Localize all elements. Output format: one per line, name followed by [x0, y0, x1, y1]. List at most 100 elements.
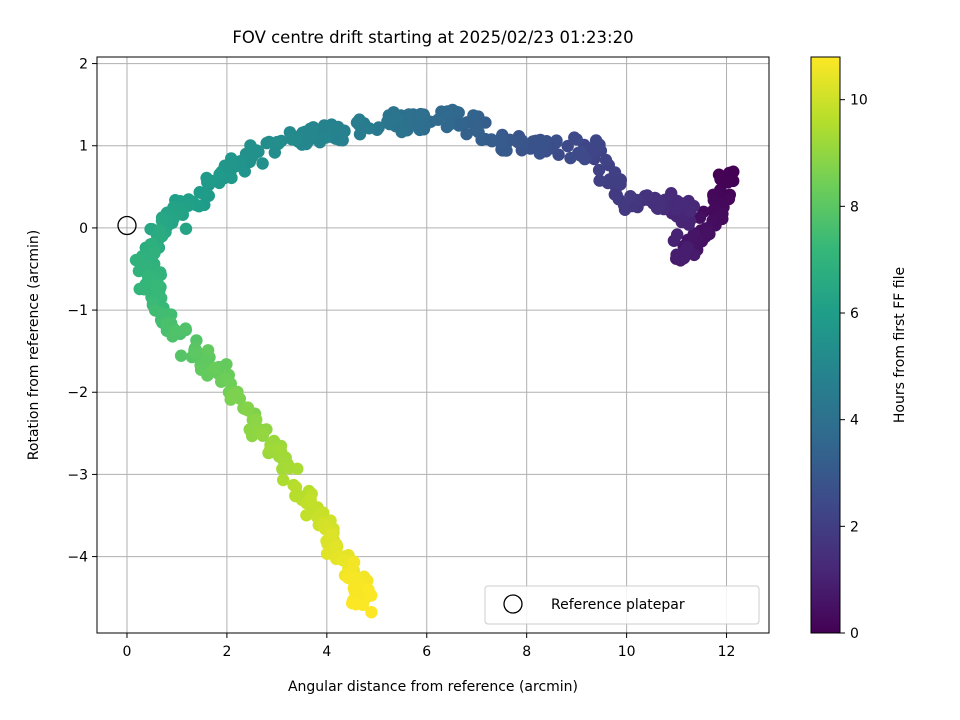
data-point: [307, 124, 320, 138]
data-point: [189, 346, 203, 360]
y-tick-label: 0: [79, 221, 88, 237]
data-point: [246, 149, 259, 163]
data-point: [707, 194, 720, 207]
data-point: [289, 481, 303, 494]
data-point: [201, 344, 215, 357]
data-point: [362, 122, 376, 135]
data-point: [353, 128, 367, 141]
colorbar-tick-label: 8: [850, 199, 859, 215]
data-point: [365, 589, 378, 602]
data-point: [693, 211, 707, 224]
y-tick-label: 2: [79, 57, 88, 73]
data-point: [179, 323, 192, 337]
data-point: [721, 176, 735, 189]
data-point: [383, 114, 396, 127]
data-point: [160, 317, 173, 330]
colorbar-tick-label: 2: [850, 519, 859, 535]
y-tick-label: −1: [67, 303, 88, 319]
data-point: [467, 109, 480, 122]
data-point: [533, 147, 546, 160]
data-point: [670, 248, 683, 261]
plot-frame: [96, 56, 770, 634]
data-point: [716, 207, 729, 221]
x-axis: 0 2 4 6 8 10 12: [123, 633, 736, 660]
colorbar-tick-label: 6: [850, 306, 859, 322]
colorbar-tick-label: 10: [850, 93, 868, 109]
data-point: [599, 153, 613, 167]
data-point: [561, 139, 574, 153]
data-point: [300, 509, 313, 522]
colorbar: [810, 56, 841, 634]
data-point: [414, 107, 427, 121]
data-point: [325, 528, 338, 541]
data-point: [149, 279, 163, 293]
x-tick-label: 12: [718, 644, 736, 660]
data-point: [169, 324, 182, 337]
data-point: [318, 119, 331, 132]
x-tick-label: 8: [522, 644, 531, 660]
data-point: [273, 442, 286, 456]
data-point: [395, 125, 408, 139]
data-point: [268, 137, 281, 150]
data-point: [129, 253, 143, 267]
colorbar-tick-label: 0: [850, 626, 859, 642]
data-point: [155, 214, 169, 227]
data-point: [348, 585, 361, 598]
data-point: [225, 171, 238, 185]
scatter-points: [129, 103, 740, 619]
y-axis-label: Rotation from reference (arcmin): [26, 230, 42, 460]
data-point: [174, 349, 188, 362]
y-tick-label: 1: [79, 139, 88, 155]
data-point: [564, 151, 577, 165]
data-point: [285, 133, 298, 146]
data-point: [256, 428, 269, 441]
data-point: [681, 241, 694, 254]
data-point: [441, 105, 454, 118]
legend-marker: [503, 594, 523, 614]
reference-marker: [117, 215, 137, 236]
data-point: [300, 137, 313, 151]
y-tick-label: −2: [67, 385, 88, 401]
data-point: [328, 540, 342, 553]
x-tick-label: 4: [322, 644, 331, 660]
data-point: [353, 113, 366, 126]
data-point: [220, 358, 233, 371]
data-point: [277, 473, 290, 487]
data-point: [213, 168, 226, 181]
data-point: [193, 186, 206, 199]
data-point: [264, 443, 277, 456]
data-point: [256, 157, 269, 170]
legend-label: Reference platepar: [551, 597, 685, 613]
data-point: [640, 189, 654, 202]
legend: Reference platepar: [484, 585, 760, 625]
data-point: [132, 264, 146, 278]
legend-box: [484, 585, 760, 625]
y-tick-label: −3: [67, 467, 88, 483]
data-point: [154, 230, 168, 243]
data-point: [144, 260, 157, 273]
data-point: [701, 226, 715, 239]
data-point: [317, 506, 330, 519]
data-point: [675, 198, 689, 211]
data-point: [592, 163, 606, 177]
data-point: [671, 228, 684, 241]
data-point: [550, 134, 563, 147]
y-tick-label: −4: [67, 550, 88, 566]
data-point: [727, 165, 740, 178]
grid: [97, 57, 769, 633]
data-point: [574, 149, 587, 162]
data-point: [268, 146, 281, 159]
x-tick-label: 2: [222, 644, 231, 660]
data-point: [145, 238, 158, 251]
y-axis: −4 −3 −2 −1 0 1 2: [67, 57, 97, 566]
data-point: [687, 227, 700, 241]
data-point: [624, 190, 637, 203]
x-tick-label: 6: [422, 644, 431, 660]
colorbar-axis: 0 2 4 6 8 10: [840, 93, 868, 642]
data-point: [431, 113, 445, 126]
data-point: [291, 462, 304, 475]
data-point: [148, 247, 161, 260]
data-point: [205, 174, 218, 188]
data-point: [495, 130, 508, 144]
